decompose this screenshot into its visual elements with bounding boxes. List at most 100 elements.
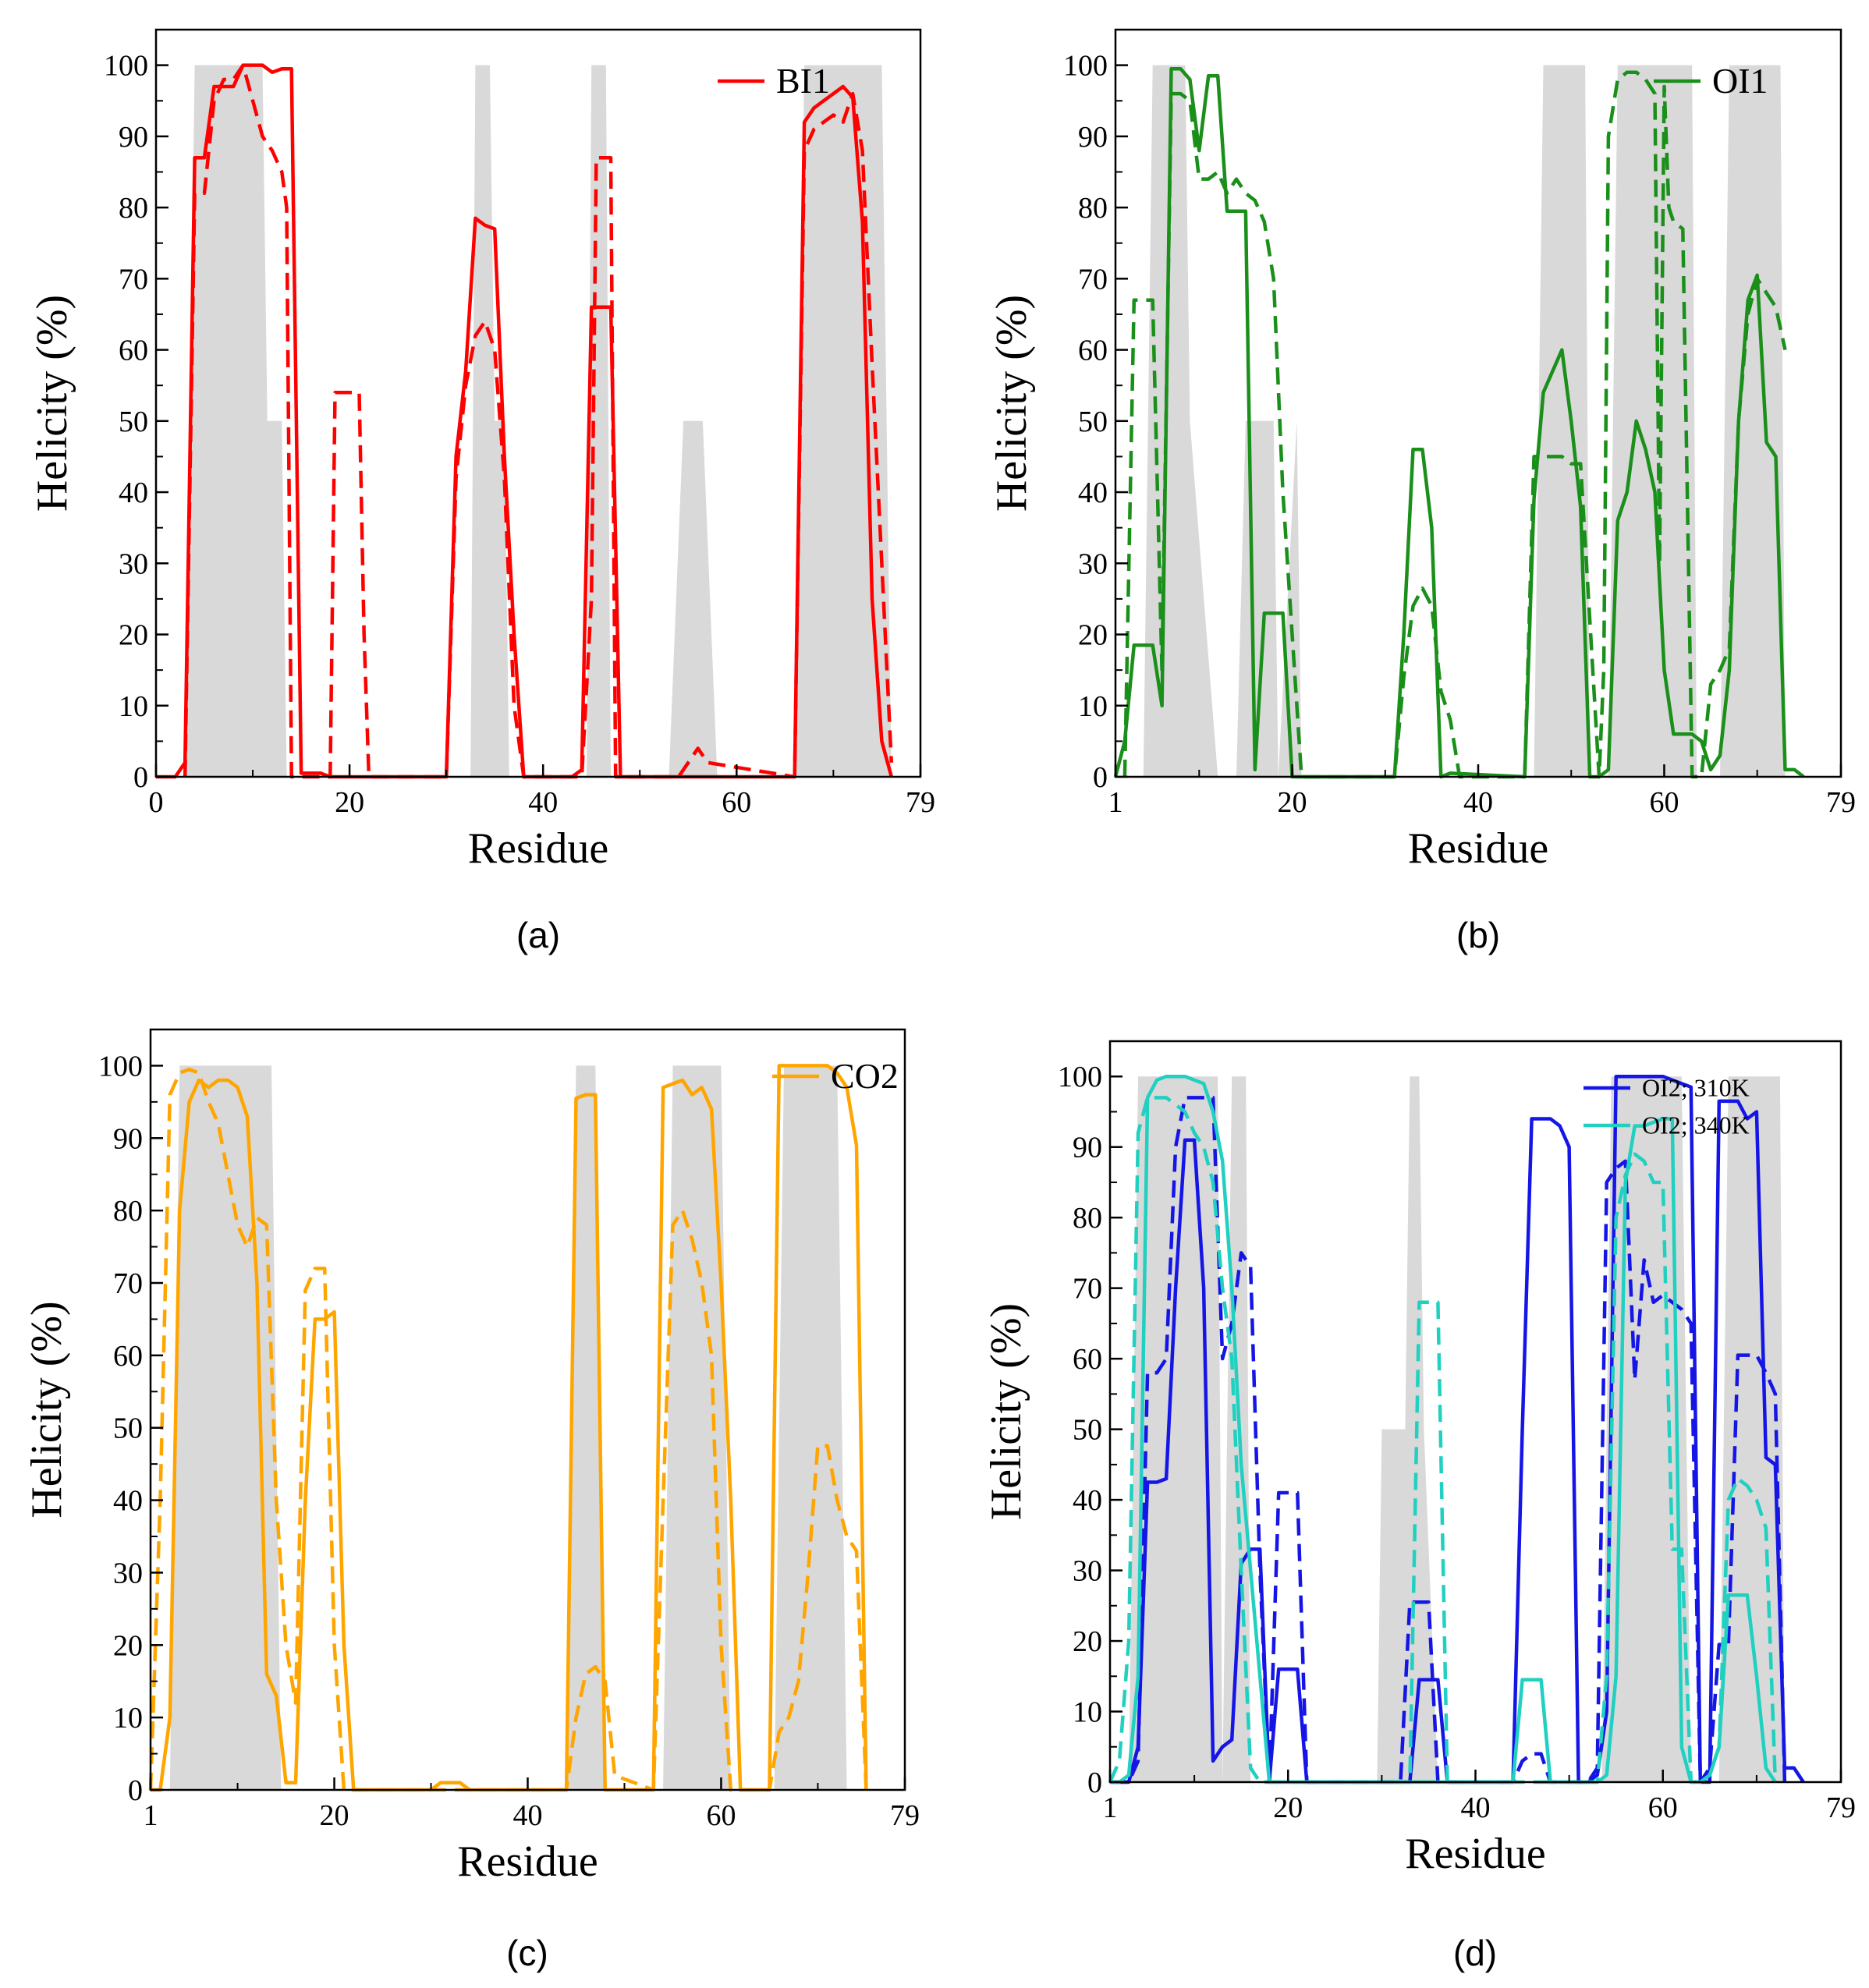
x-tick-label: 1: [1108, 786, 1123, 819]
y-tick-label: 100: [1063, 50, 1108, 83]
x-tick-label: 40: [528, 786, 558, 819]
y-axis-label: Helicity (%): [23, 1301, 71, 1518]
y-tick-label: 40: [113, 1485, 143, 1518]
y-tick-label: 10: [1073, 1696, 1102, 1729]
x-tick-label: 1: [144, 1799, 158, 1832]
x-tick-label: 60: [1648, 1791, 1678, 1824]
y-tick-label: 80: [113, 1195, 143, 1228]
reference-helix-region-3: [1534, 65, 1591, 778]
legend-label: BI1: [776, 61, 830, 101]
panel-caption: (a): [516, 915, 560, 955]
reference-helix-region-3: [587, 65, 611, 778]
y-tick-label: 0: [128, 1774, 143, 1807]
reference-helix-region-2: [566, 1065, 605, 1790]
y-tick-label: 40: [119, 477, 148, 509]
y-axis-label: Helicity (%): [28, 295, 76, 512]
reference-helix-region-4: [774, 1065, 847, 1790]
y-tick-label: 40: [1073, 1484, 1102, 1517]
x-axis-label: Residue: [1405, 1830, 1545, 1878]
y-tick-label: 100: [98, 1050, 143, 1083]
x-tick-label: 79: [890, 1799, 920, 1832]
reference-helix-region-3: [1377, 1076, 1438, 1782]
chart-panel-2: 0 10 20 30 40 50 60 70 80 90 100 1 20 40 60 79 Residue He…: [988, 28, 1856, 955]
reference-helix-region-3: [663, 1065, 731, 1790]
reference-helix-region-1: [169, 1065, 282, 1790]
y-tick-label: 0: [1093, 761, 1108, 794]
x-axis-label: Residue: [1408, 824, 1548, 873]
plot-frame: [154, 28, 922, 778]
x-tick-label: 79: [1826, 786, 1856, 819]
y-tick-label: 30: [1073, 1555, 1102, 1588]
x-tick-label: 1: [1103, 1791, 1118, 1824]
reference-helix-region-5: [1720, 65, 1786, 778]
reference-helix-region-1: [1143, 65, 1218, 778]
y-tick-label: 80: [119, 192, 148, 225]
x-axis-label: Residue: [468, 824, 608, 873]
reference-helix-region-4: [1608, 65, 1697, 778]
y-tick-label: 90: [1073, 1132, 1102, 1164]
y-tick-label: 80: [1078, 192, 1108, 225]
panel-caption: (b): [1456, 915, 1500, 955]
y-tick-label: 50: [1078, 406, 1108, 438]
reference-helix-region-1: [1129, 1076, 1223, 1782]
x-tick-label: 60: [1649, 786, 1679, 819]
y-tick-label: 20: [1078, 619, 1108, 652]
reference-helix-region-2: [1236, 420, 1302, 777]
y-tick-label: 60: [1078, 335, 1108, 367]
y-tick-label: 70: [119, 263, 148, 296]
x-tick-label: 79: [906, 786, 935, 819]
reference-helix-region-2: [470, 65, 509, 778]
y-tick-label: 50: [113, 1412, 143, 1445]
legend-label: OI2; 310K: [1642, 1074, 1750, 1102]
y-tick-label: 70: [1078, 263, 1108, 296]
y-tick-label: 60: [1073, 1343, 1102, 1376]
y-tick-label: 20: [119, 619, 148, 652]
y-tick-label: 60: [119, 335, 148, 367]
legend-label: OI1: [1712, 61, 1768, 101]
y-tick-label: 20: [1073, 1625, 1102, 1658]
y-tick-label: 0: [133, 761, 148, 794]
y-tick-label: 50: [1073, 1414, 1102, 1447]
y-tick-label: 10: [1078, 690, 1108, 723]
legend-label: OI2; 340K: [1642, 1111, 1750, 1139]
series-line-1: [156, 63, 893, 779]
reference-helix-region-4: [669, 420, 718, 777]
y-tick-label: 100: [1058, 1061, 1102, 1093]
x-tick-label: 60: [706, 1799, 736, 1832]
series-line-1: [1113, 66, 1805, 779]
series-line-2: [183, 63, 894, 779]
x-tick-label: 20: [1278, 786, 1307, 819]
y-tick-label: 70: [113, 1267, 143, 1300]
x-tick-label: 40: [1463, 786, 1493, 819]
x-axis-label: Residue: [457, 1837, 598, 1886]
chart-panel-4: 0 10 20 30 40 50 60 70 80 90 100 1 20 40 60 79 Residue He…: [982, 1040, 1856, 1973]
chart-panel-1: 0 10 20 30 40 50 60 70 80 90 100 0 20 40 60 79 Residue He…: [28, 28, 935, 955]
reference-helix-region-1: [185, 65, 292, 778]
y-tick-label: 10: [113, 1702, 143, 1735]
reference-helix-region-5: [1718, 1076, 1785, 1782]
y-tick-label: 60: [113, 1340, 143, 1373]
x-tick-label: 0: [149, 786, 164, 819]
x-tick-label: 79: [1826, 1791, 1856, 1824]
x-tick-label: 60: [722, 786, 751, 819]
x-tick-label: 40: [1461, 1791, 1491, 1824]
y-tick-label: 30: [119, 547, 148, 580]
y-tick-label: 10: [119, 690, 148, 723]
x-tick-label: 40: [513, 1799, 543, 1832]
y-tick-label: 30: [1078, 547, 1108, 580]
series-line-1: [1110, 1074, 1805, 1784]
y-tick-label: 20: [113, 1629, 143, 1662]
x-tick-label: 20: [335, 786, 364, 819]
series-line-2: [148, 1067, 868, 1792]
y-tick-label: 50: [119, 406, 148, 438]
legend-label: CO2: [831, 1056, 899, 1096]
chart-panel-3: 0 10 20 30 40 50 60 70 80 90 100 1 20 40 60 79 Residue He…: [23, 1028, 920, 1973]
y-tick-label: 90: [119, 121, 148, 154]
x-tick-label: 20: [320, 1799, 349, 1832]
reference-helix-region-2: [1222, 1076, 1251, 1782]
y-tick-label: 0: [1087, 1767, 1102, 1799]
y-tick-label: 90: [113, 1122, 143, 1155]
y-tick-label: 30: [113, 1557, 143, 1589]
y-tick-label: 90: [1078, 121, 1108, 154]
